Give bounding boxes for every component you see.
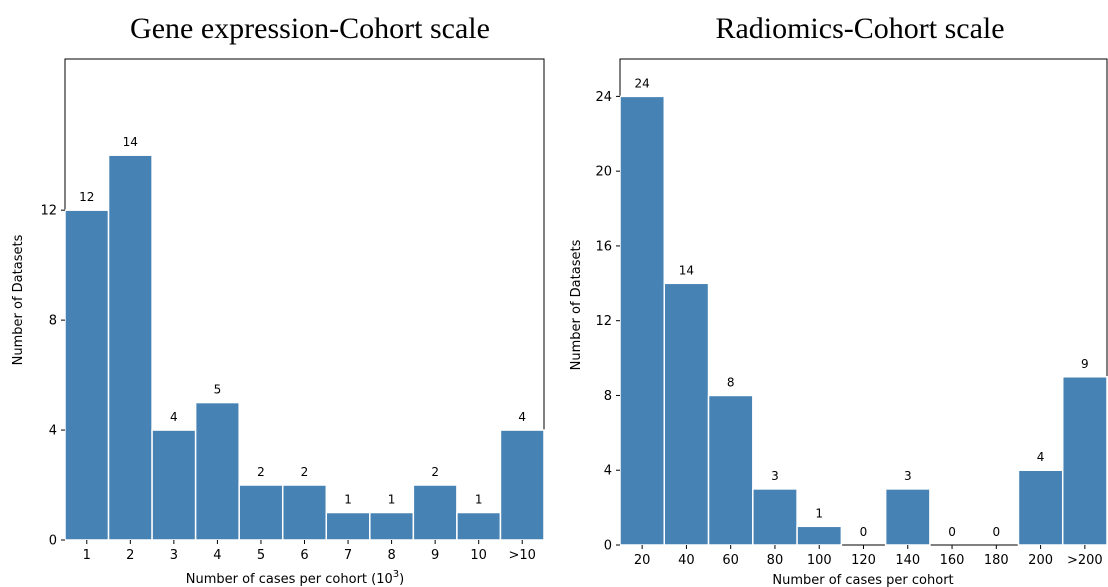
x-tick-label: 2 — [126, 548, 134, 563]
x-tick-label: 80 — [767, 553, 784, 568]
data-label: 0 — [992, 525, 1000, 539]
data-label: 14 — [123, 135, 138, 149]
x-tick-label: 200 — [1028, 553, 1053, 568]
bar — [194, 401, 240, 541]
bar — [619, 95, 666, 546]
bar — [107, 154, 153, 541]
x-tick-label: 10 — [470, 548, 487, 563]
x-tick-label: 20 — [634, 553, 651, 568]
x-tick-label: 140 — [895, 553, 920, 568]
data-label: 8 — [727, 375, 735, 389]
chart-title: Radiomics-Cohort scale — [715, 12, 1004, 45]
bar — [752, 488, 798, 546]
bar — [238, 484, 284, 541]
y-tick-label: 8 — [49, 314, 57, 329]
data-label: 24 — [634, 76, 649, 90]
y-tick-label: 8 — [604, 389, 612, 404]
y-tick-label: 24 — [595, 90, 612, 105]
x-axis-label-superscript: 3 — [393, 569, 399, 580]
x-tick-label: >200 — [1067, 553, 1103, 568]
x-axis-label: Number of cases per cohort (103) — [186, 569, 404, 587]
bar — [281, 484, 328, 541]
data-label: 14 — [679, 263, 694, 277]
chart-title: Gene expression-Cohort scale — [130, 12, 490, 45]
data-label: 4 — [1037, 450, 1045, 464]
x-tick-label: 3 — [170, 548, 178, 563]
data-label: 4 — [170, 410, 178, 424]
y-tick-label: 12 — [40, 204, 57, 219]
x-axis-label-main: Number of cases per cohort (10 — [186, 572, 393, 587]
bar — [663, 282, 710, 546]
y-axis-label: Number of Datasets — [11, 234, 26, 365]
data-label: 2 — [431, 465, 439, 479]
x-tick-label: 9 — [431, 548, 439, 563]
data-label: 2 — [257, 465, 265, 479]
y-tick-label: 20 — [595, 165, 612, 180]
y-tick-label: 4 — [604, 464, 612, 479]
y-tick-label: 16 — [595, 239, 612, 254]
x-tick-label: 5 — [257, 548, 265, 563]
bar — [64, 209, 110, 541]
bar — [884, 488, 931, 546]
x-tick-label: 180 — [984, 553, 1009, 568]
data-label: 5 — [214, 383, 222, 397]
x-tick-label: 100 — [807, 553, 832, 568]
x-tick-label: 60 — [722, 553, 739, 568]
x-tick-label: 6 — [300, 548, 308, 563]
x-tick-label: 120 — [851, 553, 876, 568]
bar — [412, 484, 458, 541]
x-axis-label: Number of cases per cohort — [772, 573, 953, 587]
data-label: 3 — [771, 469, 779, 483]
data-label: 4 — [518, 410, 526, 424]
y-tick-label: 4 — [49, 424, 57, 439]
data-label: 0 — [860, 525, 868, 539]
bar — [796, 525, 843, 546]
data-label: 1 — [344, 493, 352, 507]
x-tick-label: >10 — [509, 548, 536, 563]
bar — [499, 429, 545, 541]
bar — [151, 429, 197, 541]
y-tick-label: 0 — [49, 534, 57, 549]
x-tick-label: 4 — [213, 548, 221, 563]
bar — [325, 511, 371, 541]
y-tick-label: 0 — [604, 539, 612, 554]
bar — [707, 394, 754, 546]
data-label: 2 — [301, 465, 309, 479]
bar — [369, 511, 415, 541]
bar — [456, 511, 502, 541]
data-label: 0 — [948, 525, 956, 539]
x-tick-label: 1 — [83, 548, 91, 563]
y-axis-label: Number of Datasets — [569, 239, 584, 370]
bar — [1017, 469, 1064, 546]
data-label: 1 — [388, 493, 396, 507]
x-tick-label: 160 — [940, 553, 965, 568]
bar — [1061, 376, 1108, 546]
y-tick-label: 12 — [595, 314, 612, 329]
x-axis-label-end: ) — [399, 572, 404, 587]
x-tick-label: 7 — [344, 548, 352, 563]
data-label: 3 — [904, 469, 912, 483]
data-label: 12 — [79, 190, 94, 204]
data-label: 1 — [475, 493, 483, 507]
data-label: 1 — [815, 506, 823, 520]
x-tick-label: 40 — [678, 553, 695, 568]
x-tick-label: 8 — [387, 548, 395, 563]
data-label: 9 — [1081, 357, 1089, 371]
